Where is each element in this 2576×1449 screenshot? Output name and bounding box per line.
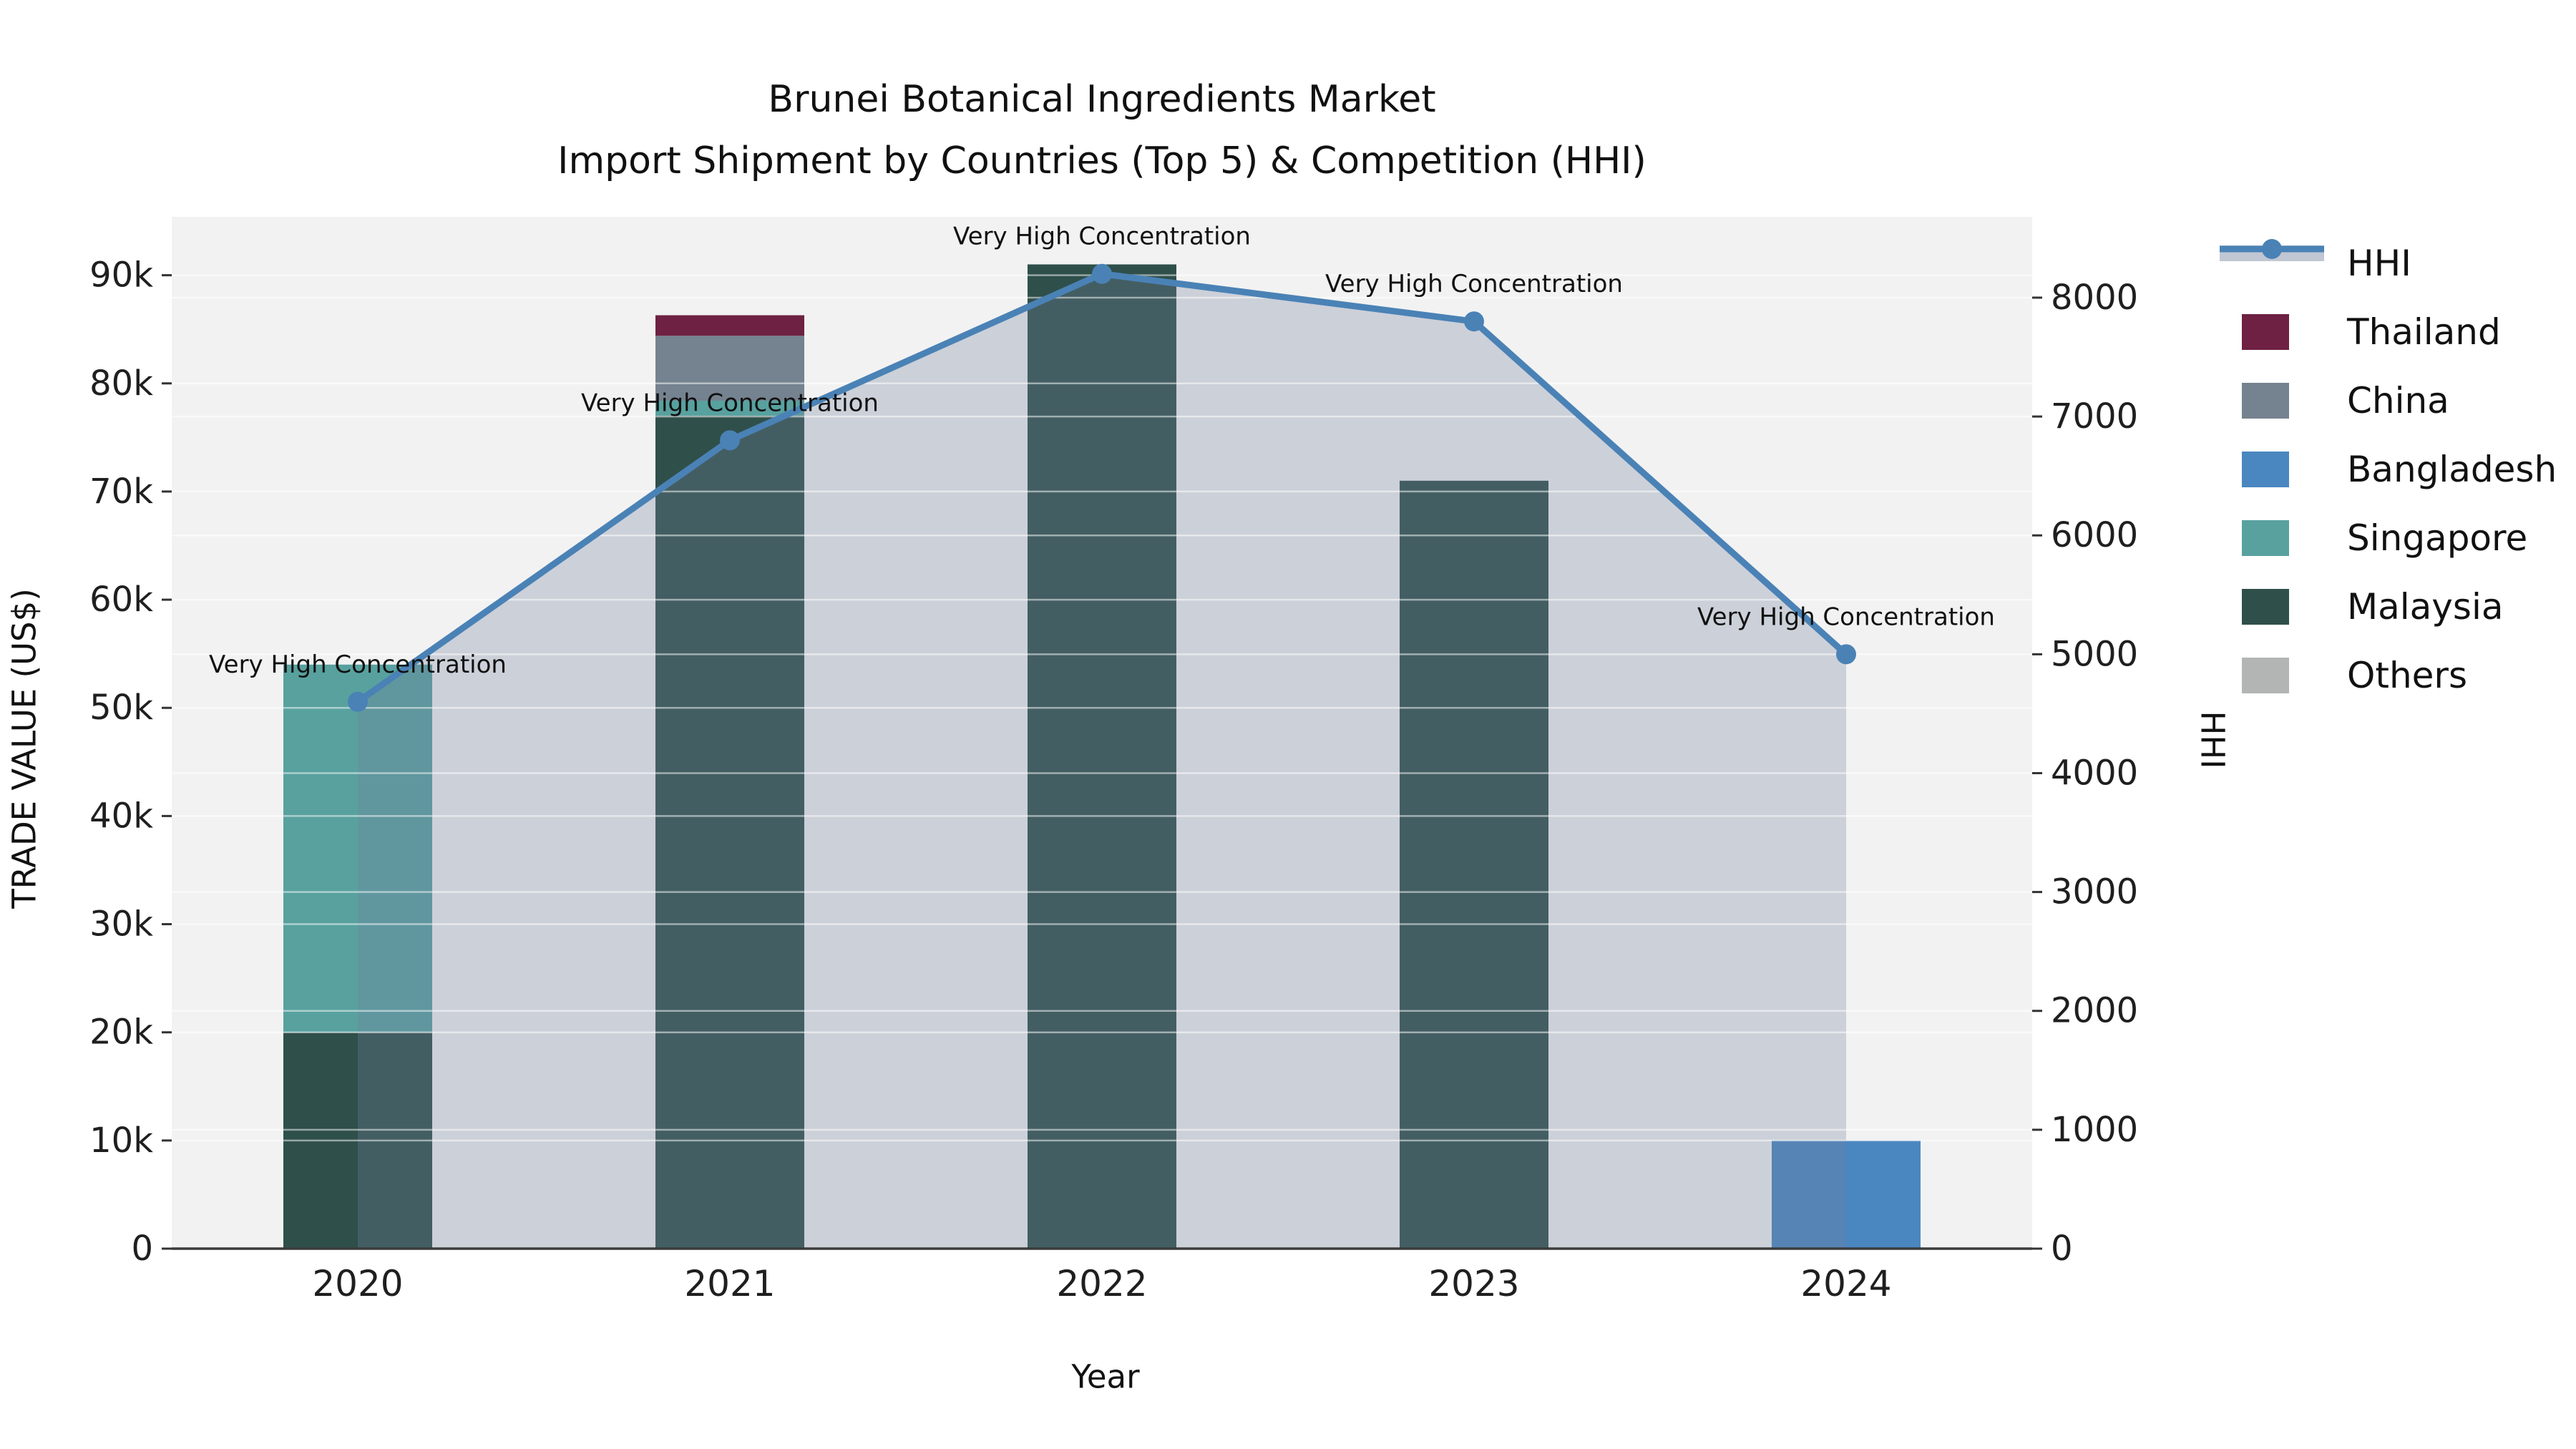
- legend-color-china: [2242, 383, 2289, 419]
- y-left-tick-label-80k: 80k: [89, 364, 153, 404]
- legend-swatch-icon: [2218, 383, 2326, 419]
- legend-color-bangladesh: [2242, 452, 2289, 487]
- annotation-2024: Very High Concentration: [1697, 602, 1995, 631]
- legend-label-bangladesh: Bangladesh: [2347, 449, 2557, 490]
- legend-label-hhi: HHI: [2347, 243, 2411, 284]
- legend-color-others: [2242, 658, 2289, 693]
- chart-title-line2: Import Shipment by Countries (Top 5) & C…: [557, 140, 1646, 182]
- legend-item-hhi: HHI: [2218, 229, 2557, 298]
- x-tick-label-2024: 2024: [1800, 1263, 1891, 1304]
- bar-segment-malaysia-2021: [655, 416, 804, 1249]
- annotation-2023: Very High Concentration: [1325, 270, 1623, 298]
- hhi-marker-2024: [1836, 644, 1856, 665]
- x-tick-label-2023: 2023: [1428, 1263, 1519, 1304]
- y-left-tick-label-90k: 90k: [89, 255, 153, 296]
- legend-swatch-icon: [2218, 520, 2326, 556]
- y-right-tick-label-2000: 2000: [2051, 991, 2138, 1031]
- y-left-tick-label-70k: 70k: [89, 472, 153, 512]
- y-right-tick-label-0: 0: [2051, 1229, 2073, 1269]
- legend-item-bangladesh: Bangladesh: [2218, 435, 2557, 504]
- y-left-tick-label-10k: 10k: [89, 1121, 153, 1161]
- bar-segment-malaysia-2023: [1400, 480, 1548, 1249]
- x-tick-label-2020: 2020: [312, 1263, 403, 1304]
- hhi-marker-2020: [348, 691, 368, 712]
- legend-swatch-icon: [2218, 452, 2326, 487]
- y-left-tick-label-0: 0: [131, 1229, 153, 1269]
- legend-item-china: China: [2218, 366, 2557, 435]
- legend-swatch-icon: [2218, 658, 2326, 693]
- y-left-tick-label-50k: 50k: [89, 688, 153, 728]
- x-axis-title: Year: [1071, 1357, 1140, 1396]
- legend-label-singapore: Singapore: [2347, 517, 2528, 559]
- hhi-marker-2022: [1092, 263, 1112, 284]
- hhi-area-fill: [358, 273, 1846, 1249]
- x-tick-label-2021: 2021: [684, 1263, 775, 1304]
- x-tick-label-2022: 2022: [1056, 1263, 1147, 1304]
- legend-item-thailand: Thailand: [2218, 298, 2557, 366]
- y-left-tick-label-40k: 40k: [89, 796, 153, 836]
- y-left-tick-label-30k: 30k: [89, 904, 153, 945]
- legend-label-malaysia: Malaysia: [2347, 586, 2504, 628]
- legend-label-others: Others: [2347, 655, 2468, 696]
- y-right-tick-label-4000: 4000: [2051, 753, 2138, 793]
- legend: HHI Thailand China Bangladesh Singapore Malay…: [2218, 229, 2557, 710]
- legend-item-others: Others: [2218, 641, 2557, 710]
- legend-item-singapore: Singapore: [2218, 504, 2557, 572]
- legend-swatch-icon: [2218, 589, 2326, 625]
- bar-segment-bangladesh-2024: [1772, 1140, 1921, 1249]
- legend-swatch-icon: [2218, 314, 2326, 350]
- hhi-marker-2023: [1464, 311, 1484, 332]
- y-right-tick-label-6000: 6000: [2051, 515, 2138, 555]
- hhi-marker-2021: [720, 430, 740, 451]
- bar-segment-thailand-2021: [655, 315, 804, 336]
- bar-segment-singapore-2020: [283, 664, 432, 1033]
- bar-segment-china-2021: [655, 336, 804, 401]
- y-right-tick-label-7000: 7000: [2051, 396, 2138, 436]
- y-right-tick-label-1000: 1000: [2051, 1110, 2138, 1150]
- legend-color-singapore: [2242, 520, 2289, 556]
- chart-title: Brunei Botanical Ingredients Market Impo…: [172, 69, 2032, 192]
- legend-label-thailand: Thailand: [2347, 311, 2501, 353]
- y-right-tick-label-5000: 5000: [2051, 634, 2138, 674]
- legend-label-china: China: [2347, 380, 2449, 421]
- annotation-2020: Very High Concentration: [209, 650, 507, 679]
- legend-color-malaysia: [2242, 589, 2289, 625]
- chart-title-line1: Brunei Botanical Ingredients Market: [768, 78, 1436, 121]
- legend-item-malaysia: Malaysia: [2218, 572, 2557, 641]
- bar-segment-malaysia-2022: [1028, 264, 1176, 1249]
- annotation-2021: Very High Concentration: [581, 389, 879, 417]
- y-left-tick-label-20k: 20k: [89, 1013, 153, 1053]
- bar-segment-singapore-2021: [655, 400, 804, 416]
- y-left-tick-label-60k: 60k: [89, 580, 153, 620]
- annotation-2022: Very High Concentration: [953, 223, 1251, 251]
- y-right-tick-label-3000: 3000: [2051, 872, 2138, 912]
- legend-color-thailand: [2242, 314, 2289, 350]
- y-right-tick-label-8000: 8000: [2051, 278, 2138, 318]
